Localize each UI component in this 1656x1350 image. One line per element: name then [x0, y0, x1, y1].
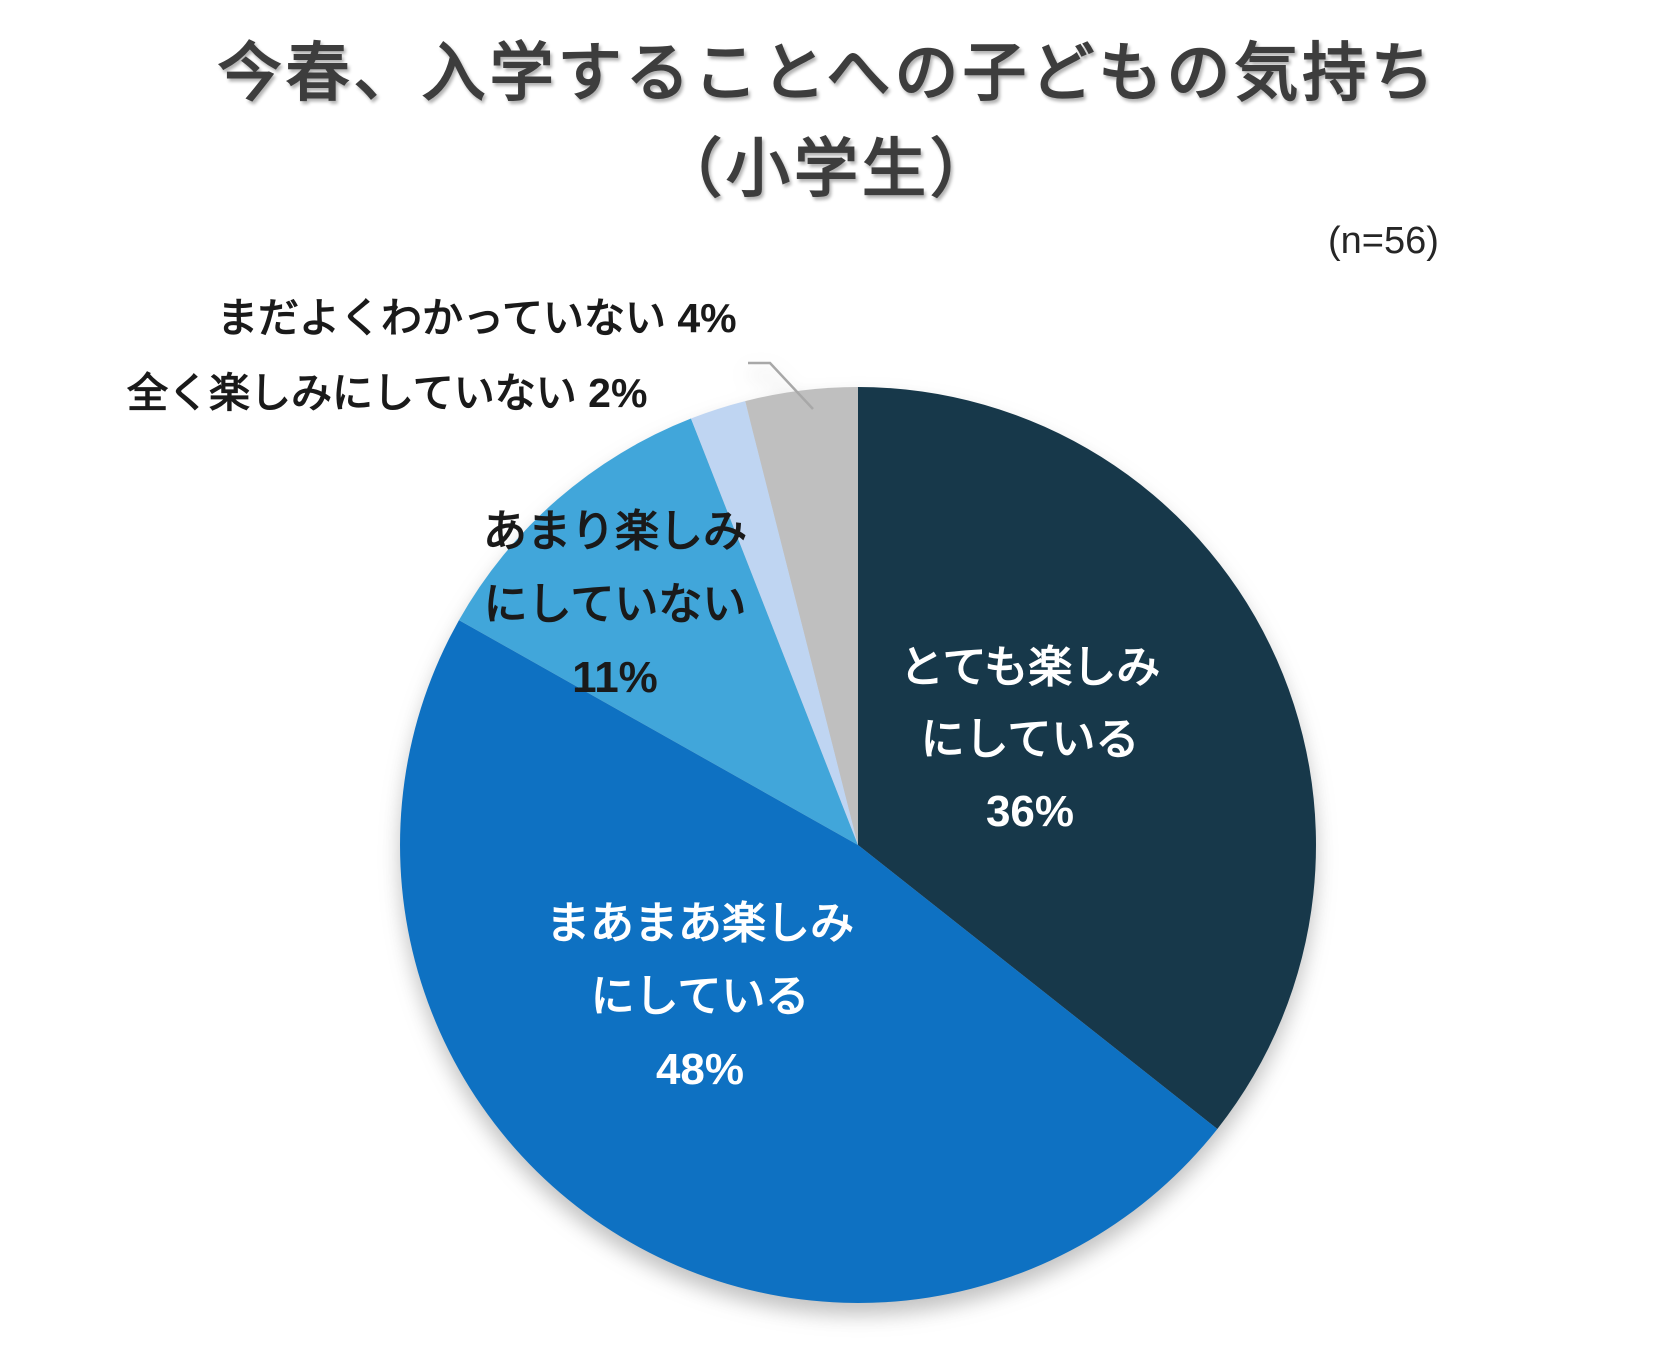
- sample-size-label: (n=56): [1328, 220, 1439, 262]
- slice-label-4: まだよくわかっていない 4%: [217, 293, 737, 343]
- slice-label-2: あまり楽しみ にしていない 11%: [483, 495, 747, 714]
- slice-label-line: あまり楽しみ: [483, 507, 747, 556]
- pie-slice-3: [690, 401, 858, 845]
- slice-label-line: 11%: [572, 653, 658, 702]
- slice-label-1: まあまあ楽しみ にしている 48%: [546, 887, 854, 1106]
- pie-slice-1: [400, 620, 1218, 1303]
- pie-slice-0: [858, 387, 1316, 1129]
- pie-chart: [400, 361, 1316, 1303]
- slice-label-line: にしている: [920, 715, 1140, 764]
- slice-label-line: 48%: [655, 1045, 745, 1094]
- slice-label-line: 全く楽しみにしていない 2%: [127, 370, 648, 416]
- slice-label-0: とても楽しみ にしている 36%: [900, 632, 1160, 848]
- chart-subtitle: （小学生）: [658, 133, 998, 205]
- leader-line: [748, 361, 814, 410]
- slice-label-3: 全く楽しみにしていない 2%: [127, 368, 647, 418]
- slice-label-line: まあまあ楽しみ: [546, 899, 854, 948]
- slice-label-line: 36%: [985, 787, 1075, 836]
- chart-title: 今春、入学することへの子どもの気持ち: [217, 37, 1439, 109]
- slice-label-line: まだよくわかっていない 4%: [217, 295, 737, 341]
- slice-label-line: にしている: [590, 972, 810, 1021]
- slice-label-line: とても楽しみ: [899, 643, 1161, 692]
- slice-label-line: にしていない: [483, 580, 747, 629]
- pie-slice-4: [745, 387, 858, 845]
- pie-slice-2: [459, 418, 858, 845]
